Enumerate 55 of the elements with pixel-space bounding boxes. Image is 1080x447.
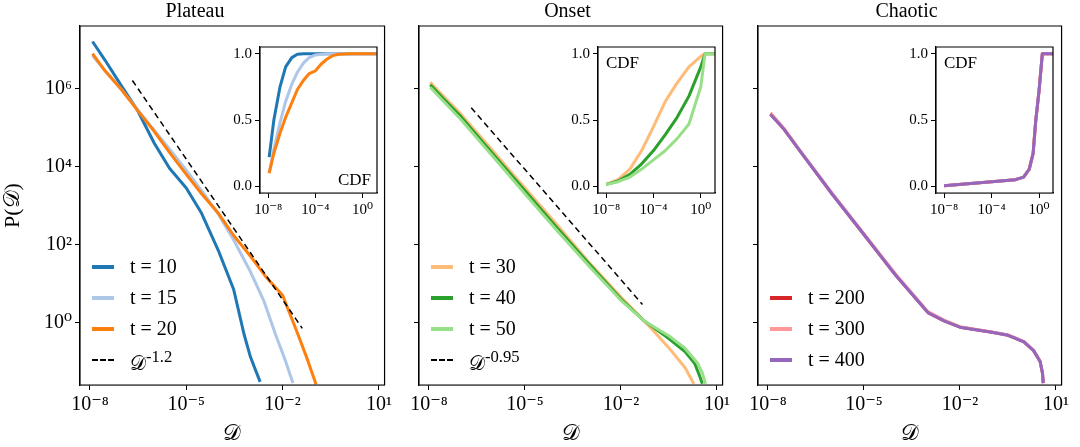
- x-tick-label: 10⁻²: [264, 392, 301, 415]
- legend-label: t = 300: [807, 316, 865, 341]
- x-tick-label: 10⁻⁴: [301, 200, 330, 217]
- legend-label: t = 10: [130, 254, 177, 279]
- x-tick-label: 10⁻⁸: [254, 200, 283, 217]
- y-tick-label: 10⁶: [45, 75, 73, 98]
- legend-label: t = 15: [130, 285, 177, 310]
- legend-label: t = 20: [130, 316, 177, 341]
- chart-title: Chaotic: [875, 0, 938, 22]
- x-tick-label: 10⁻⁴: [639, 200, 668, 217]
- annotation: CDF: [337, 169, 371, 189]
- chart-title: Plateau: [165, 0, 225, 22]
- x-axis-title: 𝒟: [223, 419, 242, 445]
- x-tick-label: 10⁻⁸: [929, 200, 959, 217]
- x-tick-label: 10⁰: [1028, 200, 1050, 217]
- x-tick-label: 10⁻²: [602, 392, 640, 415]
- x-tick-label: 10⁻²: [941, 392, 979, 415]
- x-tick-label: 10⁻⁸: [71, 392, 109, 415]
- legend-label: t = 200: [807, 285, 865, 310]
- annotation: CDF: [944, 52, 978, 72]
- y-tick-label: 10⁴: [45, 153, 73, 176]
- legend-label: 𝒟$^{-0.95}$: [468, 345, 520, 376]
- x-tick-label: 10¹: [365, 392, 392, 415]
- x-tick-label: 10⁻⁸: [749, 392, 787, 415]
- legend-label: t = 50: [468, 316, 516, 341]
- x-tick-label: 10⁻⁸: [410, 392, 448, 415]
- y-tick-label: 1.0: [571, 44, 590, 61]
- x-tick-label: 10⁰: [690, 200, 712, 217]
- chart-title: Onset: [544, 0, 592, 22]
- x-tick-label: 10⁻⁵: [506, 392, 544, 415]
- y-tick-label: 0.0: [571, 177, 590, 194]
- x-tick-label: 10⁻⁴: [977, 200, 1006, 217]
- x-tick-label: 10⁻⁵: [845, 392, 883, 415]
- y-tick-label: 0.0: [909, 177, 928, 194]
- x-tick-label: 10¹: [703, 392, 730, 415]
- x-tick-label: 10⁰: [351, 200, 374, 217]
- y-tick-label: 0.0: [233, 177, 252, 194]
- y-tick-label: 1.0: [909, 44, 928, 61]
- y-tick-label: 1.0: [233, 44, 252, 61]
- y-tick-label: 10⁰: [43, 309, 72, 332]
- legend-label: 𝒟$^{-1.2}$: [130, 345, 173, 376]
- legend-label: t = 400: [807, 347, 865, 372]
- y-tick-label: 10²: [46, 231, 72, 254]
- legend-label: t = 40: [468, 285, 516, 310]
- x-tick-label: 10¹: [1042, 392, 1069, 415]
- annotation: CDF: [606, 52, 640, 72]
- x-axis-title: 𝒟: [561, 419, 580, 445]
- legend-label: t = 30: [468, 254, 516, 279]
- y-tick-label: 0.5: [233, 110, 252, 127]
- y-tick-label: 0.5: [571, 110, 590, 127]
- y-axis-title: P(𝒟): [0, 183, 24, 228]
- y-tick-label: 0.5: [909, 110, 928, 127]
- x-axis-title: 𝒟: [900, 419, 919, 445]
- x-tick-label: 10⁻⁸: [592, 200, 621, 217]
- x-tick-label: 10⁻⁵: [167, 392, 206, 415]
